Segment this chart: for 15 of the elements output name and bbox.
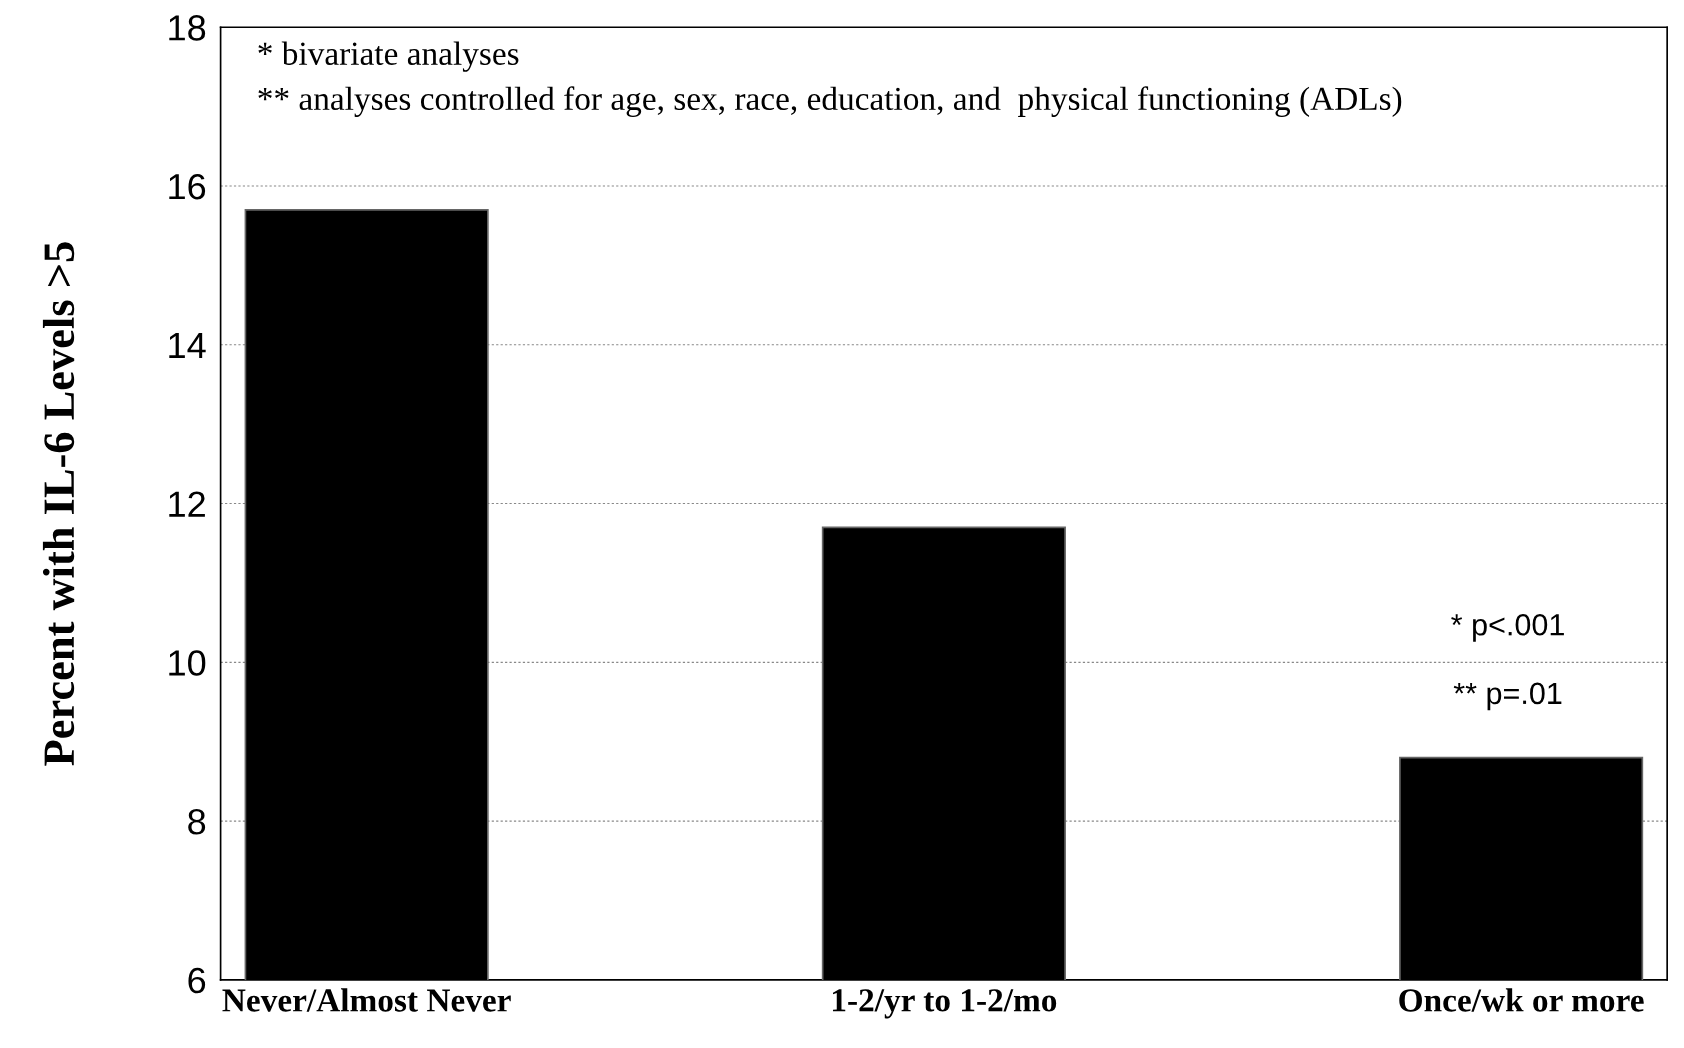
annotation: * bivariate analyses — [258, 41, 519, 72]
annotation: * p<.001 — [1451, 613, 1564, 642]
y-tick-label: 14 — [169, 333, 206, 358]
y-tick-label: 12 — [169, 491, 205, 517]
x-tick-label: 1-2/yr to 1-2/mo — [832, 989, 1057, 1019]
y-tick-label: 18 — [169, 15, 206, 41]
annotation: ** p=.01 — [1453, 682, 1562, 711]
y-axis-title: Percent with IL-6 Levels >5 — [42, 242, 75, 766]
annotation: ** analyses controlled for age, sex, race, education, and physical functioning (ADLs) — [258, 86, 1402, 117]
y-tick-label: 6 — [188, 967, 206, 994]
y-tick-label: 8 — [188, 808, 206, 835]
x-tick-label: Once/wk or more — [1399, 988, 1644, 1012]
y-tick-label: 10 — [169, 650, 206, 676]
x-tick-label: Never/Almost Never — [222, 988, 511, 1012]
y-tick-label: 16 — [169, 173, 206, 200]
